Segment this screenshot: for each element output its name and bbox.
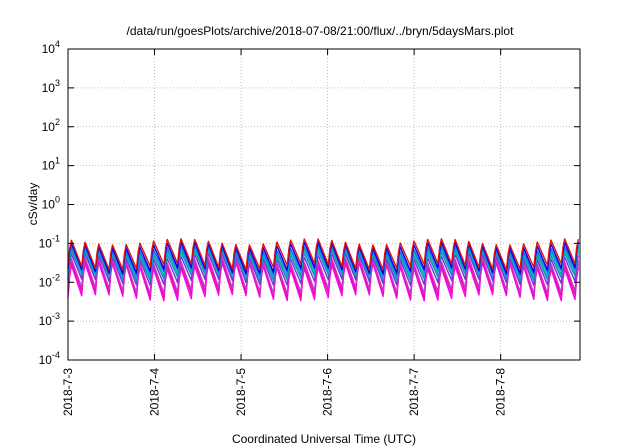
y-tick-label: 10-2 — [39, 272, 60, 289]
y-tick-label: 10-4 — [39, 350, 60, 367]
series-layer — [67, 238, 580, 302]
x-tick-label: 2018-7-6 — [321, 368, 335, 416]
x-tick-label: 2018-7-3 — [61, 368, 75, 416]
x-tick-label: 2018-7-8 — [494, 368, 508, 416]
y-tick-label: 102 — [42, 117, 60, 134]
data-series-line — [67, 238, 580, 271]
x-tick-label: 2018-7-4 — [148, 368, 162, 416]
y-tick-label: 103 — [42, 78, 60, 95]
data-series-line — [67, 257, 580, 295]
y-tick-label: 101 — [42, 156, 60, 173]
x-tick-label: 2018-7-7 — [407, 368, 421, 416]
x-tick-label: 2018-7-5 — [234, 368, 248, 416]
tick-layer: 10-4 10-3 10-2 10-1 100 101 102 103 104 2018-7-3 2… — [39, 39, 580, 416]
chart-title: /data/run/goesPlots/archive/2018-07-08/2… — [127, 24, 515, 38]
grid-layer — [68, 49, 580, 360]
x-axis-label: Coordinated Universal Time (UTC) — [232, 432, 416, 446]
y-tick-label: 10-3 — [39, 311, 60, 328]
y-tick-label: 104 — [42, 39, 60, 56]
y-tick-label: 10-1 — [39, 233, 60, 250]
y-axis-label: cSv/day — [26, 183, 40, 226]
y-tick-label: 100 — [42, 195, 60, 212]
